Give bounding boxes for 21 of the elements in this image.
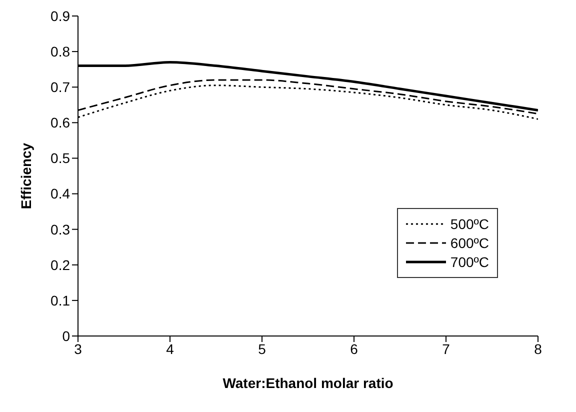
x-tick-label: 8	[534, 340, 542, 357]
y-tick-label: 0.7	[50, 79, 70, 96]
legend-label: 600ºC	[450, 235, 489, 251]
y-tick-label: 0.5	[50, 150, 70, 166]
x-tick-label: 4	[166, 340, 174, 357]
y-tick-label: 0.2	[50, 256, 70, 273]
legend-label: 500ºC	[450, 216, 489, 232]
y-tick-label: 0.8	[50, 44, 70, 60]
y-tick-label: 0.6	[50, 114, 70, 131]
x-tick-label: 7	[442, 340, 450, 357]
y-tick-label: 0.1	[50, 292, 70, 308]
x-tick-label: 5	[258, 340, 266, 357]
legend-label: 700ºC	[450, 254, 489, 270]
x-tick-label: 3	[74, 340, 82, 357]
x-tick-label: 6	[350, 340, 358, 357]
y-tick-label: 0.9	[50, 8, 70, 24]
y-tick-label: 0.4	[50, 186, 70, 202]
y-tick-label: 0	[62, 328, 70, 344]
y-axis-title: Efficiency	[18, 142, 34, 210]
x-axis-title: Water:Ethanol molar ratio	[222, 374, 394, 391]
y-tick-label: 0.3	[50, 221, 70, 238]
